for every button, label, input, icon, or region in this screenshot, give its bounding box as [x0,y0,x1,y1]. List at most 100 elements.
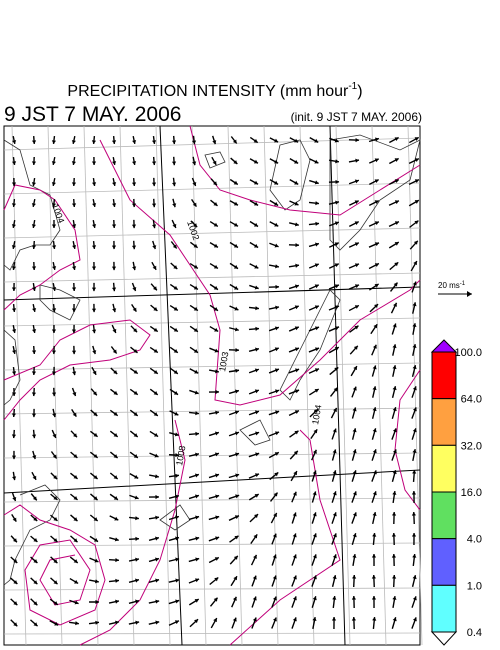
wind-arrow-head [233,555,238,560]
wind-arrow-head [131,224,137,229]
colorbar-cap [430,631,458,646]
wind-arrow-head [52,433,57,438]
colorbar-label: 4.0 [467,534,482,546]
wind-arrow-head [312,449,317,454]
wind-arrow-head [372,533,377,537]
wind-arrow-head [414,158,419,163]
wind-arrow-head [173,390,179,395]
wind-arrow-head [173,306,178,311]
wind-arrow-head [372,617,377,621]
wind-arrow-head [153,412,158,416]
grid-line [119,125,135,646]
colorbar-swatch [431,538,457,586]
wind-arrow-head [133,454,138,458]
wind-arrow-head [412,470,417,474]
wind-arrow-head [273,492,278,497]
wind-arrow-head [133,348,138,353]
wind-arrow-head [352,428,357,433]
wind-arrow-head [233,576,237,581]
wind-arrow-head [172,182,177,187]
wind-arrow-head [155,578,160,583]
wind-arrow-head [131,245,137,250]
wind-arrow-head [394,158,399,162]
wind-arrow-head [412,575,417,580]
wind-arrow-head [274,243,279,248]
wind-arrow-head [113,370,118,375]
wind-arrow-head [91,266,97,271]
wind-arrow-head [111,203,117,207]
wind-arrow-head [11,266,17,270]
wind-arrow-head [232,139,237,144]
wind-arrow-head [153,369,158,374]
wind-arrow-head [13,559,18,563]
wind-arrow-head [12,350,17,354]
wind-arrow-head [213,181,217,186]
wind-arrow-head [11,203,17,207]
wind-arrow-head [235,347,239,353]
contour-label: 1003 [217,351,230,372]
wind-arrow-head [93,496,98,501]
wind-arrow-head [195,452,199,457]
wind-arrow-head [71,350,77,355]
wind-arrow-head [51,203,57,207]
wind-arrow-head [91,308,97,313]
wind-arrow-head [194,390,199,395]
wind-arrow-head [235,494,240,499]
grid-line [407,125,423,646]
wind-arrow-head [74,600,79,605]
wind-arrow-head [111,140,117,144]
wind-arrow-head [175,452,179,458]
wind-arrow-head [32,475,37,480]
wind-arrow-head [31,245,37,249]
wind-arrow-head [174,432,179,437]
wind-arrow-head [11,245,16,249]
wind-arrow-head [252,617,257,622]
colorbar-label: 0.4 [467,627,482,639]
wind-arrow-head [274,368,279,373]
grid-line [191,125,207,646]
wind-arrow-head [351,617,357,621]
title-sup: -1 [348,81,357,92]
wind-arrow-head [151,140,157,144]
wind-arrow-head [92,329,97,334]
wind-arrow-head [274,159,279,164]
grid-line [227,125,243,646]
wind-arrow-head [292,512,297,517]
wind-arrow-head [171,140,177,145]
wind-arrow-head [312,575,317,580]
wind-arrow-head [392,386,397,391]
wind-arrow-head [334,284,339,289]
wind-arrow-head [253,138,258,143]
wind-arrow-head [412,323,417,328]
wind-arrow-head [352,449,357,454]
wind-arrow-head [73,454,78,458]
wind-arrow-head [333,407,337,412]
grid-line [3,272,421,283]
wind-arrow-head [275,410,280,415]
wind-arrow-head [193,348,198,353]
wind-arrow-head [274,347,279,352]
wind-arrow-head [235,452,240,457]
wind-arrow-head [175,473,179,478]
wind-arrow-head [53,475,58,480]
wind-arrow-head [354,263,359,268]
wind-arrow-head [412,386,417,391]
wind-arrow-head [413,240,418,245]
wind-arrow-head [334,221,339,226]
wind-arrow-head [234,410,239,415]
wind-arrow-head [335,179,340,185]
grid-line [3,182,421,195]
wind-arrow-head [52,454,57,459]
wind-arrow-head [94,579,99,584]
wind-arrow-head [114,537,119,542]
wind-arrow-head [11,182,17,186]
wind-arrow-head [353,366,357,371]
wind-arrow-head [255,347,259,352]
wind-arrow-head [252,596,257,601]
wind-arrow-head [312,596,317,601]
wind-arrow-head [314,389,319,393]
wind-arrow-head [412,407,417,412]
wind-arrow-head [354,305,359,309]
wind-arrow-head [354,284,360,289]
